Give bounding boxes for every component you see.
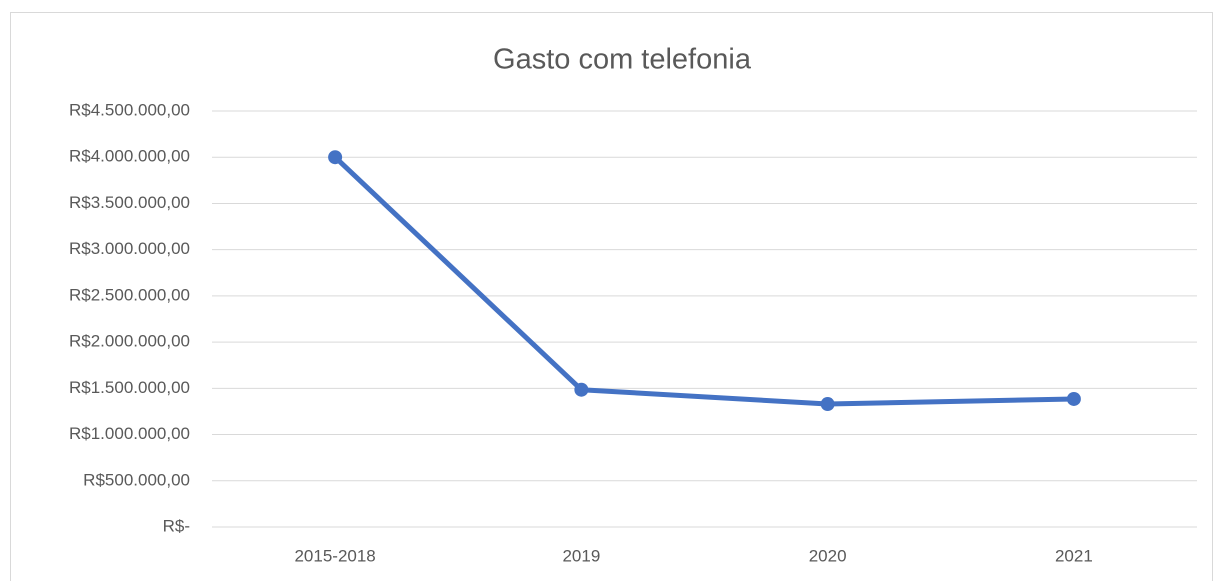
y-tick-label: R$1.000.000,00 — [69, 424, 190, 443]
y-tick-label: R$4.000.000,00 — [69, 147, 190, 166]
y-tick-label: R$3.500.000,00 — [69, 193, 190, 212]
marker — [328, 150, 343, 165]
marker — [1066, 391, 1081, 406]
x-tick-label: 2019 — [562, 546, 600, 565]
chart-border — [10, 12, 1213, 581]
x-tick-label: 2015-2018 — [294, 546, 375, 565]
marker — [574, 382, 589, 397]
marker — [820, 397, 835, 412]
y-tick-label: R$1.500.000,00 — [69, 378, 190, 397]
y-tick-label: R$- — [163, 516, 190, 535]
y-tick-label: R$3.000.000,00 — [69, 239, 190, 258]
y-tick-label: R$4.500.000,00 — [69, 100, 190, 119]
y-tick-label: R$500.000,00 — [83, 470, 190, 489]
x-tick-label: 2020 — [809, 546, 847, 565]
x-tick-label: 2021 — [1055, 546, 1093, 565]
y-tick-label: R$2.000.000,00 — [69, 332, 190, 351]
y-tick-label: R$2.500.000,00 — [69, 285, 190, 304]
line — [332, 154, 1077, 407]
chart-title: Gasto com telefonia — [493, 44, 752, 76]
